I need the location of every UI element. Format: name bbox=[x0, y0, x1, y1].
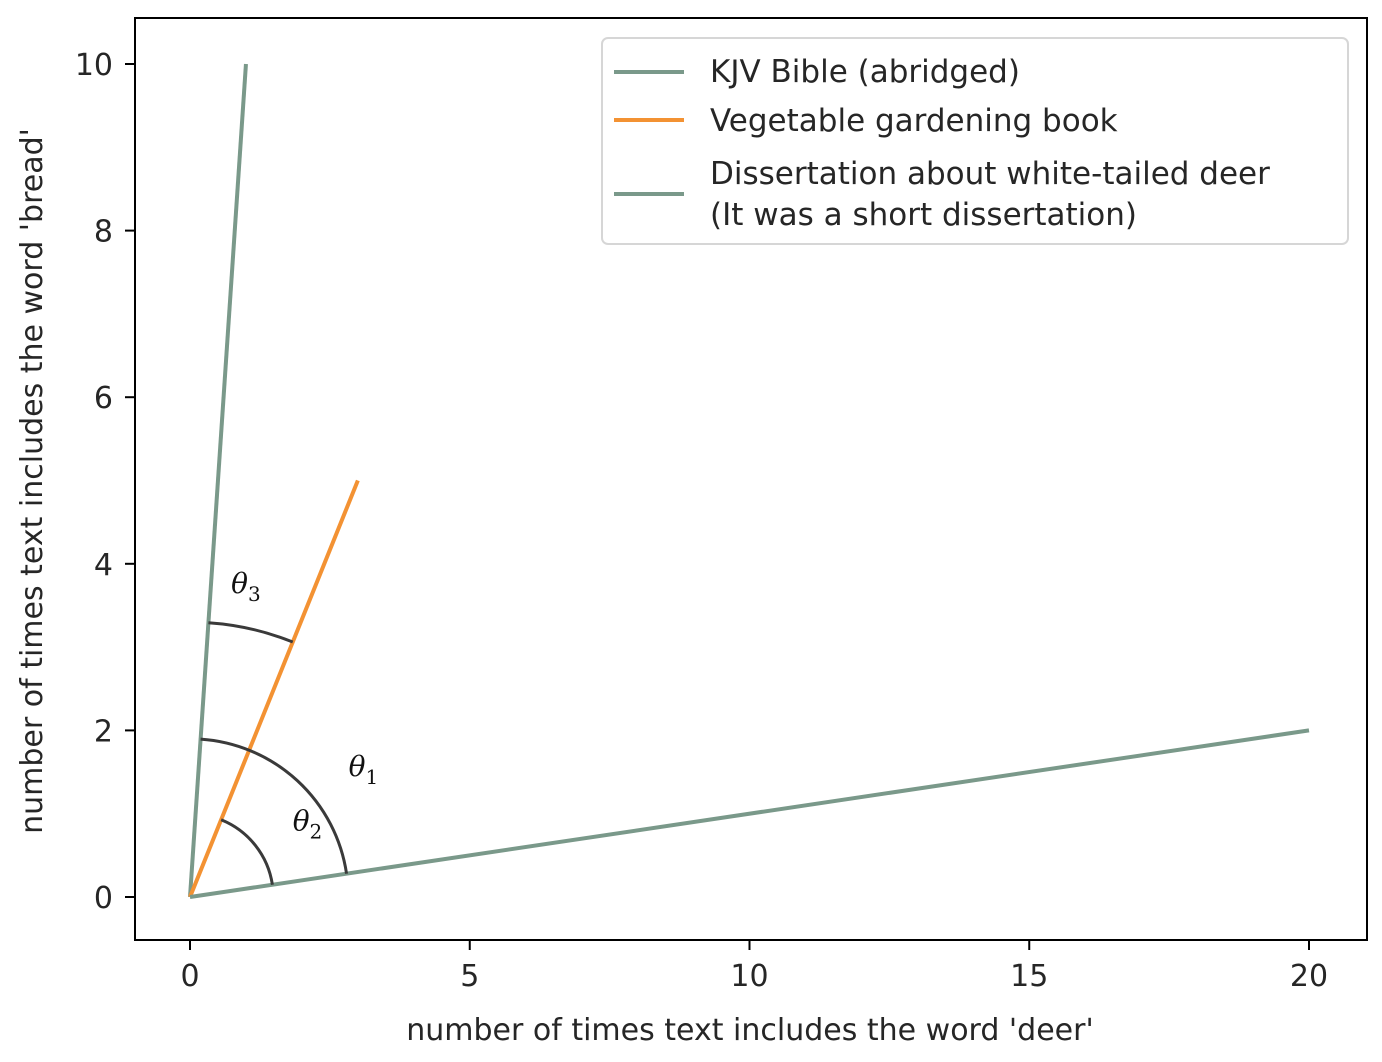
y-tick-label: 2 bbox=[94, 714, 113, 749]
plot-content: θ1 θ2 θ3 bbox=[188, 63, 1310, 899]
legend-entry-1: KJV Bible (abridged) bbox=[710, 54, 1020, 90]
angle-arc-3 bbox=[208, 621, 294, 644]
x-tick-label: 15 bbox=[1010, 959, 1048, 994]
x-tick-label: 10 bbox=[730, 959, 768, 994]
legend-entry-3: Dissertation about white-tailed deer bbox=[710, 156, 1270, 192]
angle-arc-1 bbox=[200, 737, 349, 874]
axes-frame bbox=[134, 17, 1368, 941]
y-axis-label: number of times text includes the word '… bbox=[15, 128, 50, 834]
x-tick-label: 20 bbox=[1290, 959, 1328, 994]
x-axis-label: number of times text includes the word '… bbox=[406, 1013, 1093, 1048]
theta-3-label: θ3 bbox=[231, 567, 261, 606]
y-tick-label: 6 bbox=[94, 381, 113, 416]
legend-box bbox=[601, 37, 1349, 245]
y-tick-label: 0 bbox=[94, 881, 113, 916]
theta-1-label: θ1 bbox=[349, 750, 379, 789]
plot-area-frame bbox=[134, 17, 1368, 941]
series-line-2 bbox=[188, 479, 360, 898]
y-axis-ticks: 0 2 4 6 8 10 bbox=[75, 48, 135, 916]
y-tick-label: 4 bbox=[94, 548, 113, 583]
y-tick-label: 10 bbox=[75, 48, 113, 83]
y-tick-label: 8 bbox=[94, 215, 113, 250]
series-line-1 bbox=[188, 63, 248, 898]
legend-entry-3-line-2: (It was a short dissertation) bbox=[710, 197, 1137, 233]
legend: KJV Bible (abridged) Vegetable gardening … bbox=[601, 37, 1349, 245]
x-axis-ticks: 0 5 10 15 20 bbox=[180, 940, 1328, 994]
legend-entry-2: Vegetable gardening book bbox=[710, 103, 1118, 139]
x-tick-label: 5 bbox=[460, 959, 479, 994]
x-tick-label: 0 bbox=[180, 959, 199, 994]
angle-arc-2 bbox=[220, 818, 274, 885]
series-line-3 bbox=[189, 728, 1310, 899]
theta-2-label: θ2 bbox=[293, 804, 323, 843]
